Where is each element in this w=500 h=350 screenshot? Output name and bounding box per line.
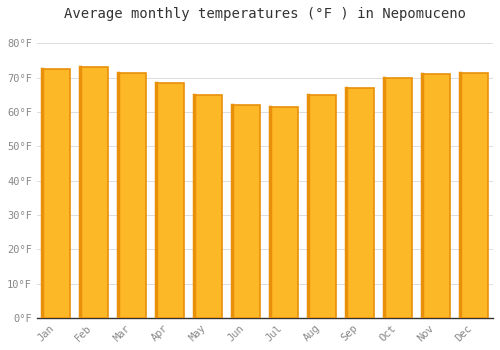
Bar [118, 72, 146, 318]
Title: Average monthly temperatures (°F ) in Nepomuceno: Average monthly temperatures (°F ) in Ne… [64, 7, 466, 21]
Bar [156, 83, 184, 318]
Bar [422, 74, 450, 318]
Bar [460, 72, 488, 318]
Bar [384, 78, 412, 318]
Bar [308, 95, 336, 318]
Bar [270, 107, 298, 318]
Bar [42, 69, 70, 318]
Bar [232, 105, 260, 318]
Bar [346, 88, 374, 318]
Bar [80, 68, 108, 318]
Bar [194, 95, 222, 318]
